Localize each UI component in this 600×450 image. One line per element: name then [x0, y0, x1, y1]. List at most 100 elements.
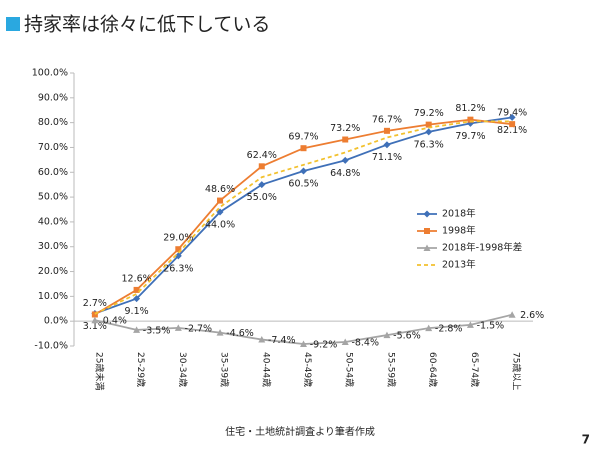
x-tick-label: 35-39歳	[219, 352, 231, 387]
point	[258, 336, 266, 343]
point	[217, 197, 224, 204]
data-label: -9.2%	[310, 340, 338, 351]
legend-marker	[424, 228, 430, 234]
point	[425, 121, 432, 128]
page-number: 7	[582, 433, 590, 447]
data-label: 79.7%	[455, 131, 485, 142]
y-tick-label: 90.0%	[38, 92, 68, 103]
x-tick-label: 30-34歳	[177, 352, 189, 387]
data-label: 69.7%	[288, 132, 318, 143]
point	[508, 113, 516, 121]
point	[174, 324, 182, 331]
point	[466, 321, 474, 328]
data-label: 73.2%	[330, 123, 360, 134]
data-label: -5.6%	[393, 331, 421, 342]
data-label: 9.1%	[125, 306, 149, 317]
legend-label: 2013年	[442, 259, 476, 271]
data-label: 62.4%	[247, 150, 277, 161]
y-tick-label: 10.0%	[38, 291, 68, 302]
x-tick-label: 50-54歳	[344, 352, 356, 387]
point	[425, 324, 433, 332]
x-tick-label: 40-44歳	[260, 352, 272, 387]
data-label: 48.6%	[205, 184, 235, 195]
data-label: 82.1%	[497, 125, 527, 136]
point	[258, 163, 265, 170]
y-tick-label: -10.0%	[34, 341, 68, 352]
x-tick-label: 25歳未満	[93, 352, 105, 390]
point	[216, 329, 224, 336]
point	[467, 116, 474, 123]
x-tick-label: 75歳以上	[511, 352, 523, 390]
point	[342, 136, 349, 143]
chart-title: 持家率は徐々に低下している	[24, 14, 270, 36]
point	[425, 128, 433, 136]
point	[341, 156, 349, 164]
point	[133, 326, 141, 333]
data-label: 2.6%	[520, 310, 544, 321]
y-tick-label: 60.0%	[38, 167, 68, 178]
point	[174, 252, 182, 260]
point	[509, 121, 516, 128]
x-tick-label: 60-64歳	[427, 352, 439, 387]
point	[91, 311, 98, 318]
legend-label: 2018年-1998年差	[442, 242, 522, 254]
point	[383, 141, 391, 149]
y-tick-label: 40.0%	[38, 216, 68, 227]
point	[175, 246, 182, 253]
y-tick-label: 50.0%	[38, 192, 68, 203]
point	[258, 181, 266, 189]
y-tick-label: 70.0%	[38, 142, 68, 153]
data-label: -7.4%	[268, 335, 296, 346]
data-label: 0.4%	[103, 316, 127, 327]
data-label: -1.5%	[477, 320, 505, 331]
x-tick-label: 55-59歳	[385, 352, 397, 387]
data-label: 76.3%	[414, 139, 444, 150]
legend-label: 2018年	[442, 208, 476, 220]
data-label: 64.8%	[330, 168, 360, 179]
data-label: 79.4%	[497, 108, 527, 119]
data-label: 44.0%	[205, 219, 235, 230]
point	[133, 286, 140, 293]
data-label: -4.6%	[226, 328, 254, 339]
data-label: 79.2%	[414, 108, 444, 119]
y-tick-label: 0.0%	[44, 316, 68, 327]
legend-label: 1998年	[442, 225, 476, 237]
point	[300, 167, 307, 175]
point	[300, 145, 307, 152]
y-tick-label: 20.0%	[38, 266, 68, 277]
data-label: -2.7%	[185, 323, 213, 334]
data-label: 71.1%	[372, 152, 402, 163]
data-label: -8.4%	[351, 338, 379, 349]
data-label: 55.0%	[247, 192, 277, 203]
data-label: 76.7%	[372, 114, 402, 125]
point	[133, 295, 141, 303]
point	[341, 338, 349, 346]
data-label: 12.6%	[121, 273, 151, 284]
data-label: 3.1%	[83, 321, 107, 332]
data-label: 26.3%	[163, 263, 193, 274]
point	[383, 331, 391, 339]
data-label: 60.5%	[288, 179, 318, 190]
point	[508, 311, 516, 318]
legend-marker	[423, 244, 431, 251]
x-tick-label: 65-74歳	[469, 352, 481, 387]
data-label: 29.0%	[163, 233, 193, 244]
data-label: 81.2%	[455, 103, 485, 114]
series-line	[94, 120, 513, 315]
source-note: 住宅・土地統計調査より筆者作成	[225, 425, 375, 438]
point	[300, 340, 307, 348]
point	[383, 127, 390, 134]
x-tick-label: 25-29歳	[135, 352, 147, 387]
data-label: -2.8%	[435, 324, 463, 335]
y-tick-label: 100.0%	[32, 68, 68, 79]
x-tick-label: 45-49歳	[302, 352, 314, 387]
point	[91, 316, 99, 324]
title-square	[6, 17, 20, 31]
legend-marker	[423, 210, 431, 218]
y-tick-label: 80.0%	[38, 117, 68, 128]
data-label: -3.5%	[143, 325, 171, 336]
data-label: 2.7%	[83, 298, 107, 309]
y-tick-label: 30.0%	[38, 241, 68, 252]
